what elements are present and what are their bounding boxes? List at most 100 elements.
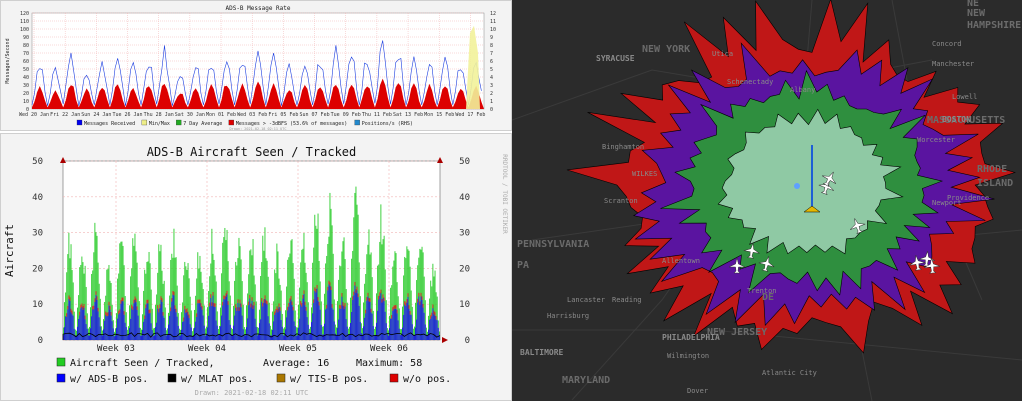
bar-no-pos <box>188 314 190 319</box>
bar-adsb-pos <box>172 294 174 340</box>
bar-aircraft-seen <box>403 275 405 340</box>
bar-no-pos <box>435 315 437 320</box>
x-tick-label: Sat 13 Feb <box>393 112 423 118</box>
legend-swatch <box>56 357 66 367</box>
bar-aircraft-seen <box>77 307 78 340</box>
bar-no-pos <box>209 302 211 307</box>
bar-adsb-pos <box>252 308 254 340</box>
map-label: MARYLAND <box>562 375 610 386</box>
bar-adsb-pos <box>167 334 168 340</box>
bar-no-pos <box>173 291 175 296</box>
bar-aircraft-seen <box>252 239 254 340</box>
bar-adsb-pos <box>173 295 175 340</box>
bar-no-pos <box>355 289 357 293</box>
bar-aircraft-seen <box>74 329 76 340</box>
bar-aircraft-seen <box>316 228 318 340</box>
bar-adsb-pos <box>405 305 407 340</box>
bar-adsb-pos <box>390 318 392 340</box>
bar-aircraft-seen <box>377 265 379 340</box>
bar-aircraft-seen <box>95 232 97 340</box>
bar-adsb-pos <box>430 318 432 340</box>
y2-tick-label: 4 <box>490 75 493 81</box>
bar-aircraft-seen <box>372 310 374 340</box>
bar-adsb-pos <box>329 285 331 340</box>
bar-adsb-pos <box>145 308 147 340</box>
bar-aircraft-seen <box>325 263 327 340</box>
bar-adsb-pos <box>245 335 246 340</box>
bar-aircraft-seen <box>434 270 436 340</box>
bar-adsb-pos <box>368 301 370 340</box>
bar-adsb-pos <box>377 310 379 340</box>
bar-no-pos <box>240 303 242 308</box>
bar-aircraft-seen <box>391 285 393 340</box>
bar-adsb-pos <box>376 322 377 340</box>
bar-aircraft-seen <box>321 326 323 340</box>
bar-aircraft-seen <box>302 248 304 340</box>
bar-aircraft-seen <box>294 310 296 340</box>
bar-aircraft-seen <box>71 270 73 340</box>
bar-adsb-pos <box>362 334 363 340</box>
map-label: NEW <box>967 8 986 19</box>
bar-adsb-pos <box>194 327 195 340</box>
y-tick-label: 120 <box>20 11 29 17</box>
bar-no-pos <box>239 299 241 304</box>
bar-adsb-pos <box>217 334 219 340</box>
bar-aircraft-seen <box>72 282 74 340</box>
bar-adsb-pos <box>104 320 106 340</box>
legend-label: Messages > -3dBFS (53.6% of messages) <box>236 121 347 127</box>
map-label: Harrisburg <box>547 312 589 320</box>
bar-adsb-pos <box>131 308 133 340</box>
bar-no-pos <box>431 312 433 317</box>
bar-no-pos <box>250 303 252 308</box>
coverage-map[interactable]: NEW HAMPSHIRE NEW YORK MASSACHUSETTS RHODE IS… <box>511 0 1022 402</box>
bar-adsb-pos <box>369 301 371 340</box>
bar-aircraft-seen <box>286 286 288 340</box>
bar-aircraft-seen <box>307 302 309 340</box>
bar-adsb-pos <box>133 303 135 340</box>
bar-aircraft-seen <box>397 296 399 340</box>
bar-no-pos <box>343 305 345 310</box>
bar-adsb-pos <box>313 302 315 340</box>
bar-no-pos <box>82 306 84 310</box>
bar-adsb-pos <box>401 334 402 340</box>
bar-adsb-pos <box>353 295 355 340</box>
bar-adsb-pos <box>160 299 162 340</box>
bar-aircraft-seen <box>268 302 270 340</box>
bar-aircraft-seen <box>342 241 344 340</box>
bar-adsb-pos <box>438 335 440 340</box>
bar-adsb-pos <box>89 335 90 340</box>
map-label: Dover <box>687 387 708 395</box>
bar-aircraft-seen <box>76 330 77 340</box>
bar-no-pos <box>419 301 421 305</box>
bar-adsb-pos <box>73 328 75 340</box>
bar-aircraft-seen <box>290 240 292 340</box>
bar-adsb-pos <box>147 303 149 340</box>
bar-adsb-pos <box>233 325 234 340</box>
bar-no-pos <box>396 309 398 314</box>
y-axis-label: Aircraft <box>3 224 16 277</box>
bar-adsb-pos <box>123 314 125 340</box>
bar-adsb-pos <box>226 294 228 340</box>
bar-no-pos <box>172 291 174 295</box>
bar-aircraft-seen <box>393 260 395 340</box>
bar-adsb-pos <box>298 327 299 340</box>
bar-aircraft-seen <box>299 287 301 340</box>
bar-no-pos <box>149 309 151 313</box>
bar-adsb-pos <box>358 305 360 340</box>
map-label: Reading <box>612 296 642 304</box>
bar-no-pos <box>157 305 159 309</box>
bar-aircraft-seen <box>331 225 333 340</box>
coverage-inner <box>717 108 904 255</box>
bar-adsb-pos <box>247 318 249 340</box>
bar-no-pos <box>186 308 188 312</box>
bar-aircraft-seen <box>430 280 432 340</box>
aircraft-chart: ADS-B Aircraft Seen / Tracked Aircraft RRD… <box>3 145 508 397</box>
bar-no-pos <box>121 297 123 302</box>
bar-no-pos <box>330 286 332 291</box>
bar-no-pos <box>263 299 265 303</box>
bar-adsb-pos <box>267 316 269 340</box>
map-label: Lowell <box>952 93 977 101</box>
bar-aircraft-seen <box>353 217 355 340</box>
